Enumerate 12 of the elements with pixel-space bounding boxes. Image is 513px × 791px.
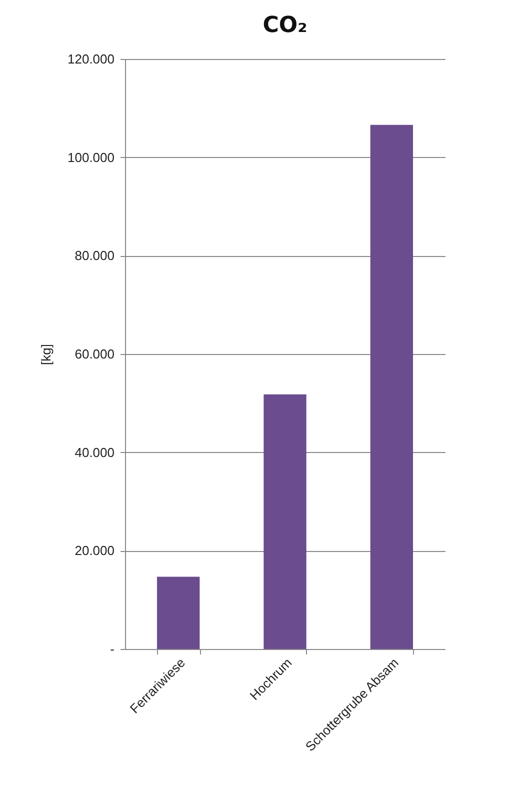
- y-tick-label: 40.000: [74, 444, 114, 460]
- y-tick-label: 20.000: [74, 543, 114, 558]
- y-tick-label: -: [110, 642, 114, 656]
- y-tick-label: 100.000: [68, 150, 114, 165]
- y-tick-label: 80.000: [74, 248, 114, 264]
- y-tick-label: 120.000: [68, 52, 114, 66]
- bar: [370, 124, 413, 649]
- chart-title: CO₂: [262, 13, 308, 38]
- y-axis-title: [kg]: [38, 344, 54, 365]
- bar: [264, 394, 306, 649]
- bar: [157, 576, 200, 649]
- y-tick-label: 60.000: [74, 346, 114, 362]
